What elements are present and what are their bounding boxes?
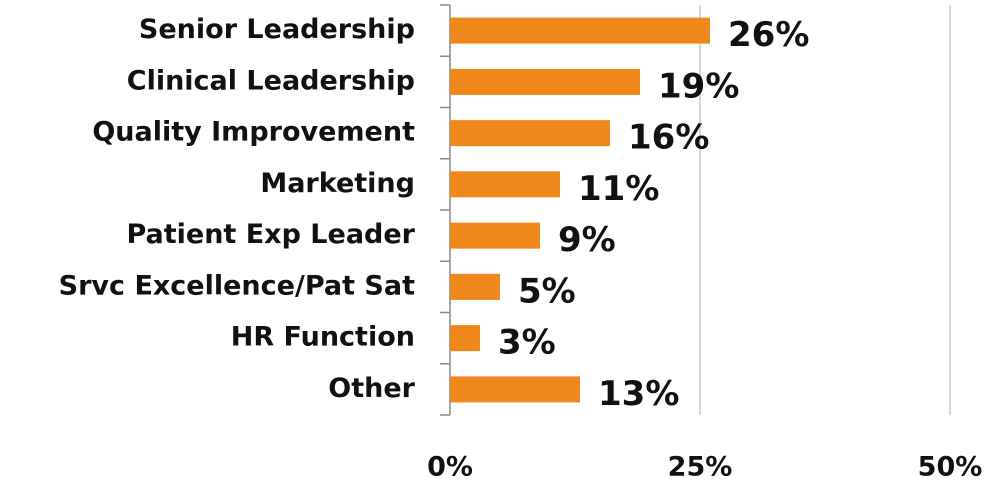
x-tick-label: 25% [668, 452, 733, 483]
bar [450, 68, 640, 95]
bar [450, 325, 480, 352]
bar [450, 273, 500, 300]
category-label: Other [328, 373, 415, 404]
bar [450, 120, 610, 147]
category-label: Senior Leadership [139, 14, 415, 45]
value-label: 5% [518, 271, 576, 311]
category-label: Marketing [260, 168, 415, 199]
bar [450, 171, 560, 198]
value-label: 13% [598, 374, 679, 414]
value-label: 19% [658, 66, 739, 106]
bar [450, 17, 710, 44]
value-label: 16% [628, 118, 709, 158]
bar [450, 376, 580, 403]
category-label: HR Function [231, 322, 415, 353]
bar [450, 222, 540, 249]
category-label: Quality Improvement [92, 117, 415, 148]
value-label: 3% [498, 323, 556, 363]
category-label: Clinical Leadership [127, 65, 415, 96]
x-tick-label: 50% [918, 452, 983, 483]
value-label: 26% [728, 15, 809, 55]
value-label: 11% [578, 169, 659, 209]
x-tick-label: 0% [427, 452, 473, 483]
category-label: Srvc Excellence/Pat Sat [59, 270, 415, 301]
value-label: 9% [558, 220, 616, 260]
category-label: Patient Exp Leader [126, 219, 415, 250]
